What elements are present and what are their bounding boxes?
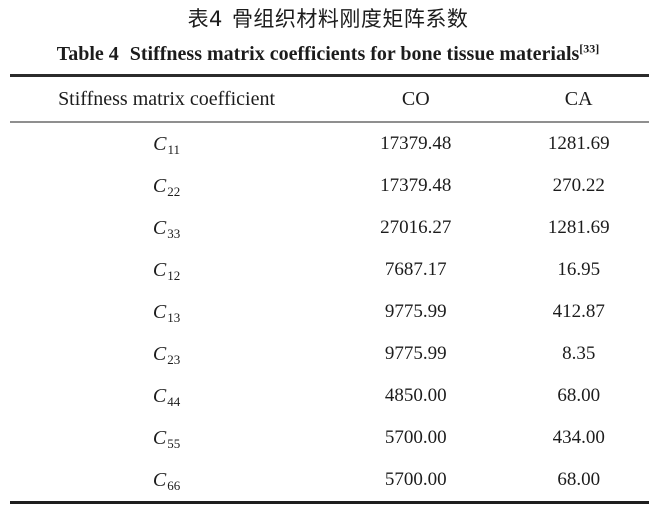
coefficient-subscript: 55 xyxy=(167,436,181,452)
coefficient-label: C66 xyxy=(10,459,323,503)
co-value: 17379.48 xyxy=(380,175,452,196)
ca-value: 270.22 xyxy=(552,175,605,196)
table-caption-chinese-label: 表4 xyxy=(187,7,223,31)
table-caption-english-label: Table 4 xyxy=(56,43,119,65)
column-header-co: CO xyxy=(323,75,509,123)
ca-value: 8.35 xyxy=(562,343,596,364)
coefficient-subscript: 44 xyxy=(167,394,181,410)
coefficient-subscript: 12 xyxy=(167,268,181,284)
coefficient-subscript: 23 xyxy=(167,352,181,368)
coefficient-symbol: C xyxy=(152,384,167,407)
table-row: C23 9775.99 8.35 xyxy=(10,333,649,375)
ca-value: 1281.69 xyxy=(547,133,610,154)
co-value: 9775.99 xyxy=(384,343,447,364)
coefficient-label: C11 xyxy=(10,122,323,165)
coefficient-label: C13 xyxy=(10,291,323,333)
coefficient-label: C44 xyxy=(10,375,323,417)
coefficient-symbol: C xyxy=(152,216,167,239)
coefficient-label: C55 xyxy=(10,417,323,459)
coefficient-label: C33 xyxy=(10,207,323,249)
table-row: C11 17379.48 1281.69 xyxy=(10,122,649,165)
table-row: C13 9775.99 412.87 xyxy=(10,291,649,333)
ca-value: 16.95 xyxy=(557,259,601,280)
table-caption-english-text: Stiffness matrix coefficients for bone t… xyxy=(129,43,580,65)
ca-value: 412.87 xyxy=(552,301,605,322)
table-row: C66 5700.00 68.00 xyxy=(10,459,649,503)
coefficient-subscript: 11 xyxy=(167,142,180,158)
coefficient-symbol: C xyxy=(152,300,167,323)
table-row: C22 17379.48 270.22 xyxy=(10,165,649,207)
ca-value: 434.00 xyxy=(552,427,605,448)
coefficient-symbol: C xyxy=(152,342,167,365)
coefficient-symbol: C xyxy=(152,258,167,281)
co-value: 5700.00 xyxy=(384,427,447,448)
ca-value: 68.00 xyxy=(557,469,601,490)
coefficient-subscript: 33 xyxy=(167,226,181,242)
column-header-coefficient: Stiffness matrix coefficient xyxy=(10,75,324,123)
table-row: C33 27016.27 1281.69 xyxy=(10,207,649,249)
table-row: C44 4850.00 68.00 xyxy=(10,375,649,417)
co-value: 9775.99 xyxy=(384,301,447,322)
coefficient-symbol: C xyxy=(153,132,167,155)
table-caption-chinese-text: 骨组织材料刚度矩阵系数 xyxy=(231,7,469,31)
coefficient-label: C12 xyxy=(10,249,323,291)
co-value: 5700.00 xyxy=(384,469,447,490)
coefficient-symbol: C xyxy=(152,468,167,491)
table-caption-chinese: 表4 骨组织材料刚度矩阵系数 xyxy=(0,0,656,33)
table-header-row: Stiffness matrix coefficient CO CA xyxy=(10,75,649,123)
coefficient-subscript: 22 xyxy=(167,184,181,200)
reference-superscript: [33] xyxy=(579,41,600,56)
ca-value: 68.00 xyxy=(557,385,601,406)
co-value: 17379.48 xyxy=(380,133,452,154)
coefficient-subscript: 13 xyxy=(167,310,181,326)
coefficient-label: C22 xyxy=(10,165,323,207)
ca-value: 1281.69 xyxy=(547,217,610,238)
coefficient-subscript: 66 xyxy=(167,478,181,494)
table-row: C55 5700.00 434.00 xyxy=(10,417,649,459)
co-value: 7687.17 xyxy=(384,259,447,280)
co-value: 4850.00 xyxy=(384,385,447,406)
table-row: C12 7687.17 16.95 xyxy=(10,249,649,291)
column-header-ca: CA xyxy=(508,75,649,123)
co-value: 27016.27 xyxy=(380,217,452,238)
coefficient-label: C23 xyxy=(10,333,323,375)
coefficient-symbol: C xyxy=(152,426,167,449)
coefficient-symbol: C xyxy=(152,174,167,197)
table-caption-english: Table 4 Stiffness matrix coefficients for… xyxy=(0,40,656,69)
stiffness-matrix-table: Stiffness matrix coefficient CO CA C11 1… xyxy=(10,74,649,504)
